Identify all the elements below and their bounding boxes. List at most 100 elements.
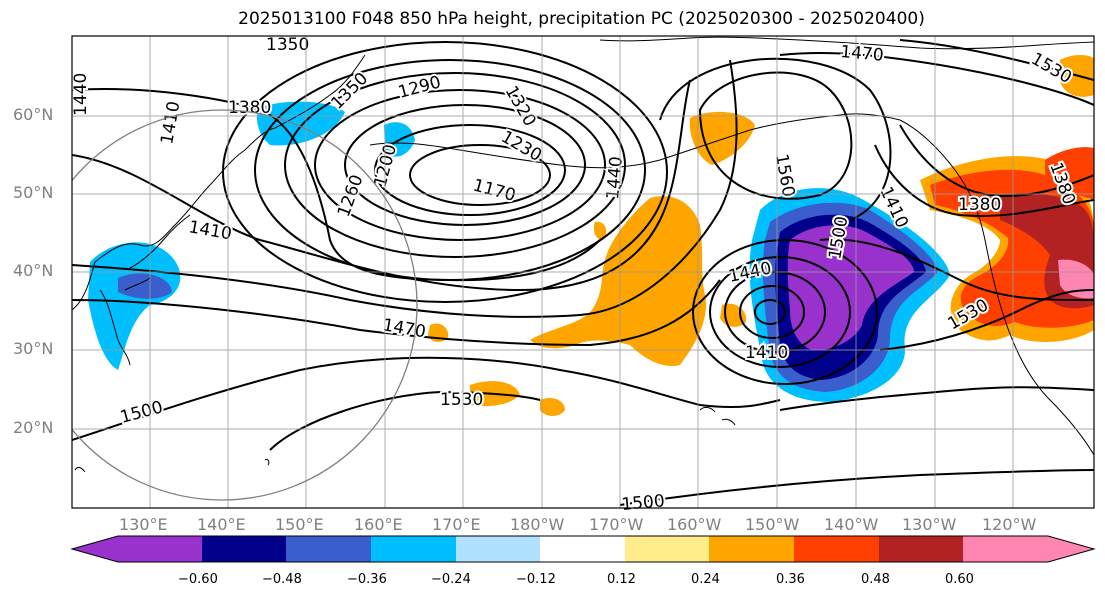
shade-positive-bc-coast (1045, 147, 1094, 200)
coastlines (72, 36, 1094, 473)
contour-low-1170 (409, 144, 551, 206)
colorbar-segment (879, 536, 963, 562)
lat-label: 30°N (13, 339, 54, 358)
contour-label: 1440 (71, 73, 91, 116)
lat-label: 50°N (13, 183, 54, 202)
contour-label: 1530 (1028, 49, 1075, 88)
contour-low-1230 (344, 104, 586, 226)
contour-1380 (72, 88, 601, 282)
coast-kamchatka (274, 54, 366, 129)
lon-label: 180°W (510, 515, 565, 534)
contour-low-1350 (222, 41, 668, 303)
lon-label: 150°W (745, 515, 800, 534)
colorbar (70, 535, 1096, 563)
map-frame (71, 35, 1095, 509)
lon-label: 150°E (275, 515, 324, 534)
colorbar-segment (456, 536, 540, 562)
lon-label: 140°E (197, 515, 246, 534)
lon-label: 130°E (119, 515, 168, 534)
gridlines (72, 36, 1094, 508)
contour-label: 1380 (958, 195, 1001, 215)
contour-1500-south (619, 469, 1094, 506)
contour-low-hawaii-4 (709, 256, 851, 368)
contour-label: 1320 (501, 83, 540, 130)
contour-1500-southmid (779, 386, 1094, 411)
lon-label: 170°E (432, 515, 481, 534)
colorbar-tick-label: −0.36 (347, 572, 387, 587)
contour-label: 1410 (745, 343, 788, 363)
contour-label: 1560 (771, 152, 798, 198)
contour-low-1260 (314, 89, 606, 241)
contour-1470-ne (779, 52, 1094, 106)
coast-arctic (599, 36, 1094, 50)
contour-label: 1500 (621, 491, 666, 515)
contour-1410-e (874, 144, 1094, 217)
shade-positive-gulf-alaska (689, 111, 755, 165)
lon-label: 120°W (982, 515, 1037, 534)
contour-label: 1170 (471, 176, 518, 207)
colorbar-tick-label: 0.12 (607, 572, 636, 587)
shade-positive-west-coast-core (1058, 259, 1094, 299)
map-title: 2025013100 F048 850 hPa height, precipit… (238, 9, 925, 29)
contour-label: 1350 (266, 35, 309, 55)
contour-1440 (72, 59, 738, 318)
contour-low-1200 (374, 124, 566, 216)
colorbar-segment (794, 536, 879, 562)
lat-label: 60°N (13, 105, 54, 124)
lon-label: 160°E (354, 515, 403, 534)
shade-positive-subtropical-b (540, 398, 565, 416)
colorbar-tick-label: −0.24 (431, 572, 471, 587)
colorbar-tick-label: −0.48 (262, 572, 302, 587)
shade-negative-japan (88, 242, 181, 370)
contour-1410 (72, 79, 691, 292)
lon-label: 130°W (902, 515, 957, 534)
contour-high-1560 (698, 71, 853, 200)
colorbar-segment (1048, 536, 1094, 562)
lon-label: 170°W (589, 515, 644, 534)
coast-north-america (899, 119, 1094, 456)
contour-label: 1470 (840, 42, 885, 66)
contour-label: 1500 (118, 397, 165, 428)
lon-label: 140°W (824, 515, 879, 534)
shade-negative-kamchatka (256, 101, 345, 146)
contour-label: 1410 (157, 100, 184, 146)
colorbar-segment (709, 536, 794, 562)
shade-negative-japan-core (118, 273, 172, 299)
coast-alaska (659, 113, 901, 161)
colorbar-tick-label: 0.60 (945, 572, 974, 587)
coast-hawaii (699, 406, 736, 426)
contour-label: 1470 (381, 315, 427, 342)
contour-low-1290 (284, 72, 626, 258)
coast-japan (124, 214, 191, 291)
colorbar-segment (371, 536, 456, 562)
contour-1440-ne (899, 39, 1094, 81)
contour-1500 (72, 356, 781, 441)
colorbar-segment (286, 536, 371, 562)
contour-label: 1200 (371, 142, 402, 189)
lat-label: 20°N (13, 418, 54, 437)
colorbar-segment (118, 536, 202, 562)
coast-asia (72, 127, 276, 311)
contour-label: 1410 (187, 217, 233, 244)
contour-low-hawaii-1 (754, 299, 786, 325)
reference-circle (72, 109, 418, 501)
colorbar-segment (202, 536, 286, 562)
colorbar-segment (625, 536, 709, 562)
coast-pacific-islands (74, 459, 270, 473)
colorbar-tick-label: −0.60 (178, 572, 218, 587)
contour-label: 1530 (440, 390, 483, 410)
colorbar-tick-label: 0.48 (861, 572, 890, 587)
colorbar-tick-label: 0.24 (691, 572, 720, 587)
colorbar-segment (963, 536, 1048, 562)
contour-1380-e (899, 124, 1094, 197)
colorbar-segment (72, 536, 118, 562)
shade-negative-east-pacific-core (787, 225, 914, 351)
contour-1530-e (879, 289, 1094, 351)
lat-label: 40°N (13, 261, 54, 280)
colorbar-segment (540, 536, 625, 562)
lon-label: 160°W (667, 515, 722, 534)
shade-positive-gulf-alaska-2 (593, 221, 607, 240)
coast-aleutians (369, 142, 661, 169)
contour-high-1530 (659, 57, 892, 221)
